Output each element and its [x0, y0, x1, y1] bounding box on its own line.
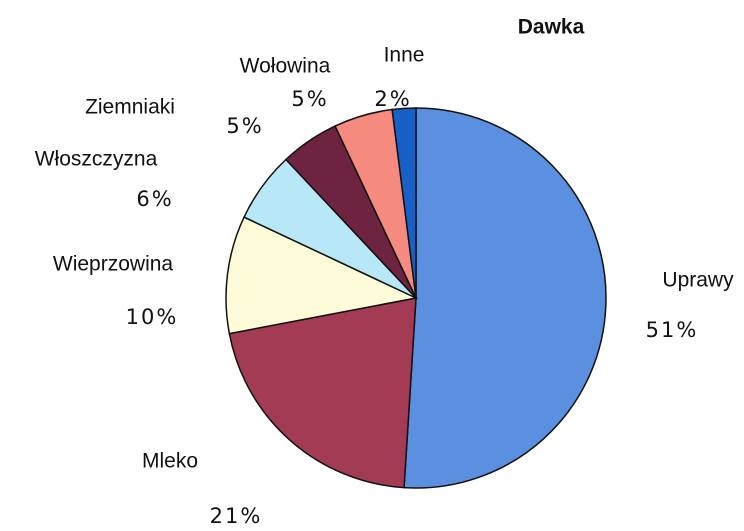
pie-slice [228, 297, 417, 489]
slice-label: Uprawy [662, 269, 734, 292]
slice-label: Włoszczyzna [35, 148, 158, 171]
slice-label: Inne [384, 44, 425, 67]
slice-value-label: 5% [291, 87, 328, 111]
slice-label: Ziemniaki [85, 96, 175, 119]
slice-value-label: 51% [646, 318, 699, 342]
chart-title: Dawka [518, 16, 585, 39]
pie-slice [225, 216, 419, 335]
pie-slice [391, 107, 417, 299]
slice-label: Mleko [142, 450, 198, 473]
slice-value-label: 6% [136, 187, 173, 211]
slice-value-label: 10% [126, 305, 179, 329]
slice-value-label: 2% [374, 87, 411, 111]
slice-value-label: 21% [210, 504, 263, 528]
pie-slice [403, 107, 607, 489]
slice-label: Wołowina [240, 55, 331, 78]
slice-value-label: 5% [226, 114, 263, 138]
slice-label: Wieprzowina [53, 253, 174, 276]
